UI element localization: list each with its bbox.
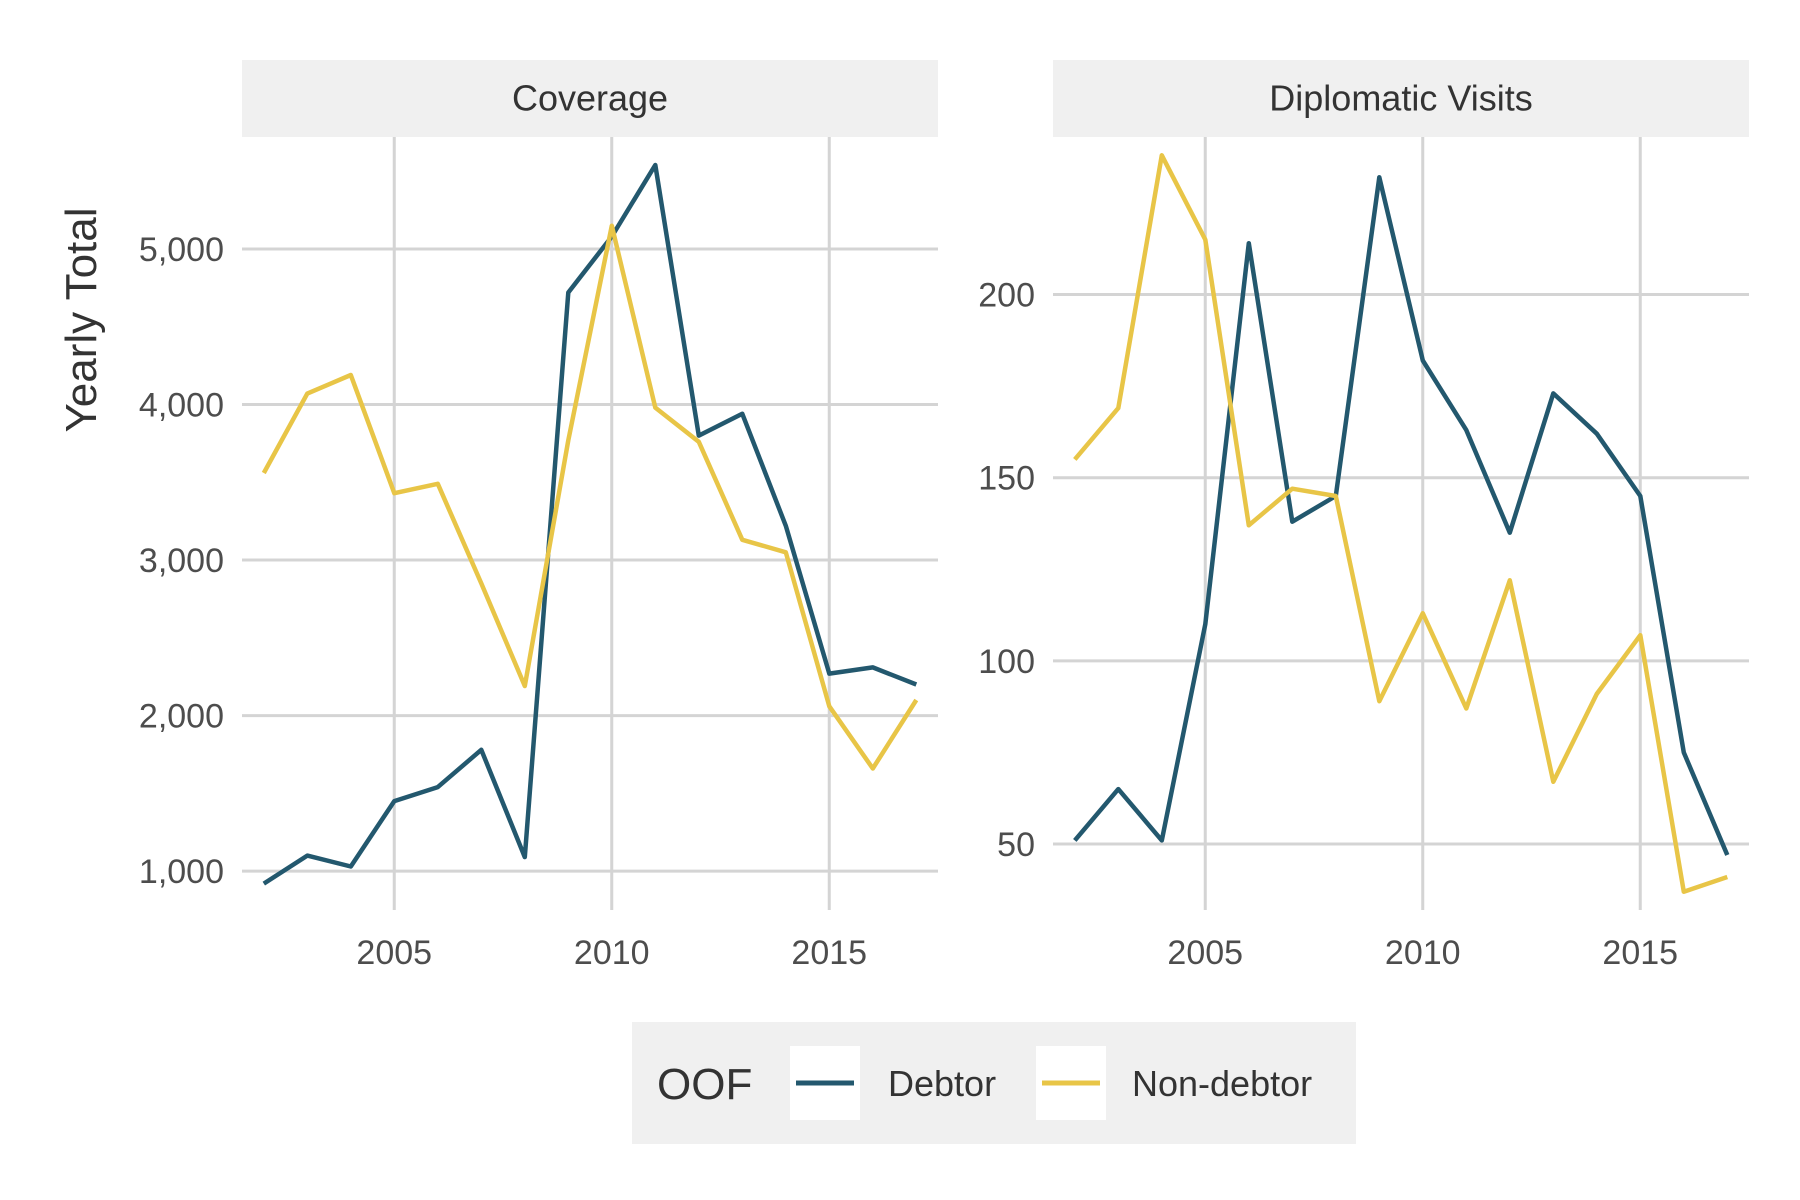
legend-title: OOF: [657, 1060, 752, 1109]
y-tick-label-diplomatic-visits: 200: [978, 277, 1035, 315]
y-axis-title: Yearly Total: [57, 207, 106, 432]
y-tick-label-coverage: 3,000: [139, 542, 224, 580]
y-tick-label-coverage: 2,000: [139, 698, 224, 736]
x-tick-label-diplomatic-visits: 2015: [1602, 934, 1678, 972]
legend-label-debtor: Debtor: [888, 1063, 996, 1104]
y-tick-label-coverage: 1,000: [139, 853, 224, 891]
x-tick-label-diplomatic-visits: 2005: [1167, 934, 1243, 972]
y-tick-label-diplomatic-visits: 100: [978, 643, 1035, 681]
chart-panels: Coverage 1,000 2,000 3,000 4,000 5,000 2005 201…: [139, 60, 1749, 972]
x-tick-label-coverage: 2005: [356, 934, 432, 972]
y-tick-label-coverage: 5,000: [139, 231, 224, 269]
facet-title-coverage: Coverage: [512, 78, 668, 119]
panel-diplomatic-visits: Diplomatic Visits 50 100 150 200 2005 2010 2015: [978, 60, 1749, 972]
x-tick-label-coverage: 2010: [574, 934, 650, 972]
legend: OOF Debtor Non-debtor: [632, 1022, 1356, 1144]
facet-strip-diplomatic-visits: [1053, 60, 1749, 137]
y-tick-label-diplomatic-visits: 50: [997, 826, 1035, 864]
x-tick-label-diplomatic-visits: 2010: [1385, 934, 1461, 972]
y-tick-label-coverage: 4,000: [139, 387, 224, 425]
x-tick-label-coverage: 2015: [791, 934, 867, 972]
series-line-non-debtor-coverage: [261, 223, 919, 771]
series-line-non-debtor-diplomatic-visits: [1073, 153, 1729, 894]
legend-background: [632, 1022, 1356, 1144]
legend-label-non-debtor: Non-debtor: [1132, 1063, 1312, 1104]
series-line-debtor-diplomatic-visits: [1073, 175, 1730, 856]
series-line-debtor-coverage: [262, 162, 918, 886]
facet-strip-coverage: [242, 60, 938, 137]
y-tick-label-diplomatic-visits: 150: [978, 460, 1035, 498]
panel-coverage: Coverage 1,000 2,000 3,000 4,000 5,000 2005 201…: [139, 60, 938, 972]
facet-title-diplomatic-visits: Diplomatic Visits: [1269, 78, 1532, 119]
